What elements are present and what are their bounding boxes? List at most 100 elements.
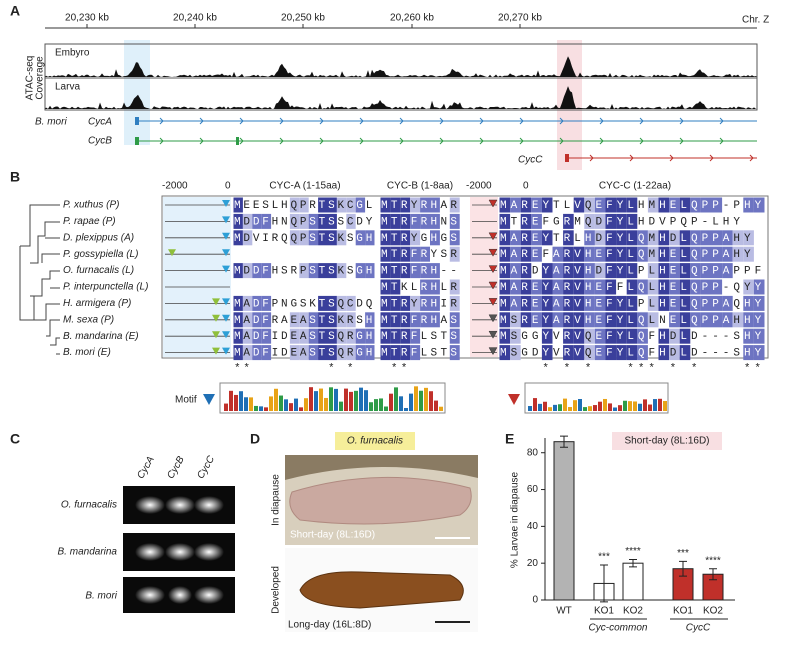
track-name: Larva	[55, 82, 80, 93]
residue-shade	[679, 197, 691, 213]
residue-shade	[690, 279, 701, 295]
residue: R	[450, 282, 460, 294]
residue-shade	[669, 312, 680, 328]
y-tick-label: 20	[527, 558, 539, 569]
residue-shade	[327, 312, 337, 328]
gel-band	[194, 586, 224, 604]
residue: P	[638, 266, 649, 278]
coverage	[45, 56, 757, 77]
residue: A	[723, 233, 734, 245]
residue: V	[574, 200, 585, 212]
residue: G	[356, 348, 365, 360]
residue-shade	[690, 312, 701, 328]
sequence: MDDFHSRPSTSKSGH	[234, 266, 375, 278]
residue: G	[290, 298, 299, 310]
logo-letter	[304, 398, 308, 411]
residue-shade	[365, 230, 375, 246]
residue: R	[421, 249, 431, 261]
residue: L	[627, 249, 638, 261]
residue: D	[253, 266, 262, 278]
residue: M	[500, 233, 511, 245]
residue: D	[253, 315, 262, 327]
residue: M	[381, 200, 391, 212]
residue-shade	[658, 279, 670, 295]
residue-shade	[390, 345, 401, 361]
residue: D	[356, 216, 365, 228]
residue-shade	[541, 279, 553, 295]
logo-letter	[284, 399, 288, 411]
residue: R	[521, 233, 532, 245]
logo-letter	[289, 403, 293, 411]
residue: N	[659, 315, 670, 327]
species-name: B. mori (E)	[63, 347, 111, 358]
residue: Y	[755, 331, 766, 343]
residue: Q	[733, 298, 744, 310]
residue-shade	[410, 328, 421, 344]
residue: F	[262, 216, 271, 228]
residue: R	[421, 216, 431, 228]
logo-letter	[244, 397, 248, 411]
residue: Y	[617, 298, 628, 310]
residue: -	[723, 331, 734, 343]
residue: Y	[617, 266, 628, 278]
residue: M	[234, 216, 243, 228]
residue: A	[511, 282, 522, 294]
residue-shade	[510, 246, 521, 262]
residue: H	[659, 200, 670, 212]
residue: L	[421, 348, 431, 360]
residue-shade	[594, 213, 606, 229]
residue-shade	[449, 213, 460, 229]
residue: Y	[542, 315, 553, 327]
strand-arrow	[399, 117, 404, 125]
residue-shade	[626, 213, 638, 229]
residue-shade	[400, 328, 411, 344]
residue: Y	[744, 249, 755, 261]
residue: V	[574, 315, 585, 327]
logo-letter	[294, 398, 298, 411]
residue: E	[290, 348, 299, 360]
residue-shade	[594, 197, 606, 213]
residue: R	[521, 315, 532, 327]
residue: E	[532, 249, 543, 261]
residue-shade	[732, 230, 744, 246]
logo-letter	[339, 401, 343, 411]
residue-shade	[390, 246, 401, 262]
residue: V	[553, 348, 564, 360]
residue: G	[356, 266, 365, 278]
residue: L	[366, 200, 375, 212]
logo-letter	[623, 400, 627, 411]
logo-letter	[264, 407, 268, 411]
residue: R	[521, 200, 532, 212]
residue: H	[723, 216, 734, 228]
residue: L	[574, 233, 585, 245]
residue: L	[680, 249, 691, 261]
residue: Q	[691, 249, 702, 261]
strand-arrow	[669, 154, 674, 162]
residue-shade	[647, 230, 659, 246]
residue: R	[564, 216, 575, 228]
header: CYC-C (1-22aa)	[599, 181, 671, 192]
residue-shade	[584, 197, 595, 213]
residue: L	[680, 348, 691, 360]
residue: H	[585, 266, 596, 278]
species: B. mori	[85, 591, 117, 602]
residue: R	[401, 315, 411, 327]
residue: H	[431, 216, 441, 228]
residue: S	[450, 315, 460, 327]
logo-letter	[633, 401, 637, 411]
residue: L	[411, 282, 421, 294]
residue-shade	[679, 279, 691, 295]
residue: P	[300, 200, 309, 212]
residue: G	[356, 200, 365, 212]
header: 0	[225, 181, 231, 192]
residue: M	[381, 282, 391, 294]
motif-site	[488, 330, 498, 339]
residue: M	[500, 282, 511, 294]
residue-shade	[410, 312, 421, 328]
residue: H	[744, 200, 755, 212]
residue-shade	[616, 295, 627, 311]
residue: F	[606, 249, 617, 261]
residue: F	[617, 282, 628, 294]
residue-shade	[400, 312, 411, 328]
residue-shade	[380, 279, 391, 295]
